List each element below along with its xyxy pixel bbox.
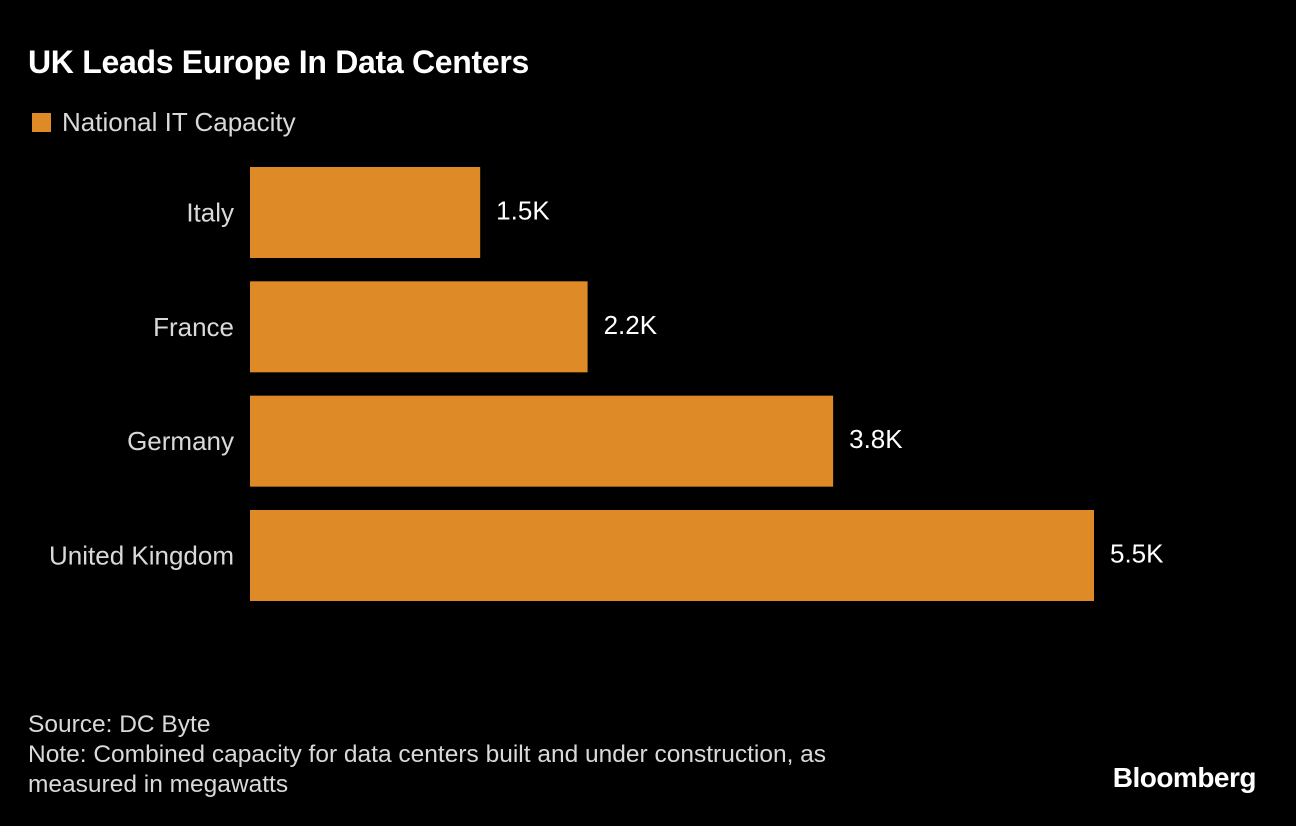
note-text-line-2: measured in megawatts (28, 771, 289, 798)
category-label-italy: Italy (186, 198, 234, 228)
legend: National IT Capacity (32, 106, 296, 138)
legend-label: National IT Capacity (62, 106, 296, 137)
bar-united-kingdom (250, 509, 1094, 601)
note-text-line-1: Note: Combined capacity for data centers… (28, 741, 827, 768)
legend-swatch (32, 112, 51, 132)
chart-title: UK Leads Europe In Data Centers (28, 44, 530, 80)
value-label-germany: 3.8K (849, 424, 903, 454)
value-label-italy: 1.5K (496, 196, 550, 226)
source-text: Source: DC Byte (28, 711, 211, 738)
value-label-france: 2.2K (604, 310, 658, 340)
value-label-united-kingdom: 5.5K (1110, 538, 1164, 568)
bar-germany (250, 395, 834, 487)
category-label-united-kingdom: United Kingdom (49, 540, 234, 570)
chart-footer: Source: DC Byte Note: Combined capacity … (28, 710, 988, 800)
category-label-france: France (153, 312, 234, 342)
bar-italy (250, 167, 481, 258)
bar-france (250, 281, 588, 373)
bloomberg-logo: Bloomberg (1112, 762, 1257, 793)
category-label-germany: Germany (127, 426, 234, 456)
